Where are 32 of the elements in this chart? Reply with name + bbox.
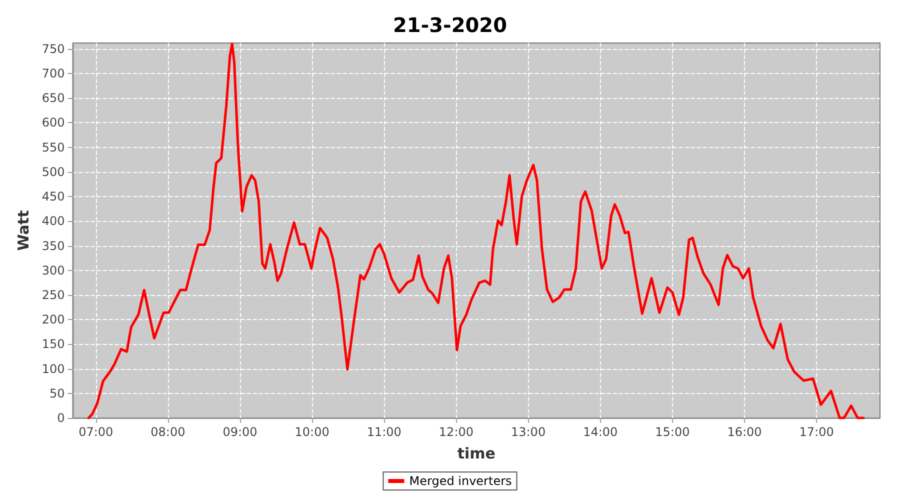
x-tick-label: 12:00: [438, 425, 474, 439]
x-tick-label: 08:00: [150, 425, 186, 439]
y-tick-label: 50: [50, 386, 65, 400]
y-tick-label: 350: [42, 238, 65, 253]
x-axis-title: time: [457, 444, 496, 462]
x-tick-label: 11:00: [366, 425, 402, 439]
y-tick-label: 750: [42, 42, 65, 56]
y-axis-title: Watt: [14, 210, 32, 251]
x-tick-label: 09:00: [222, 425, 258, 439]
x-tick-label: 14:00: [583, 425, 618, 439]
y-tick-label: 0: [57, 411, 65, 425]
y-tick-label: 250: [42, 288, 65, 302]
x-tick-label: 17:00: [799, 425, 834, 439]
x-tick-label: 15:00: [655, 425, 690, 439]
y-tick-label: 200: [42, 312, 65, 327]
y-tick-label: 100: [42, 362, 65, 376]
x-tick-label: 16:00: [727, 425, 762, 439]
y-tick-label: 450: [42, 190, 65, 204]
chart-title: 21-3-2020: [392, 13, 508, 37]
y-tick-label: 150: [42, 337, 65, 352]
line-series: [87, 42, 865, 420]
y-tick-label: 500: [42, 164, 65, 179]
y-tick-label: 700: [42, 66, 65, 81]
y-tick-label: 600: [42, 116, 65, 130]
y-tick-label: 550: [42, 140, 65, 154]
y-tick-label: 300: [42, 263, 65, 278]
legend-label: Merged inverters: [409, 474, 512, 488]
x-tick-label: 10:00: [294, 425, 330, 439]
x-tick-label: 07:00: [78, 425, 114, 439]
x-tick-label: 13:00: [510, 425, 546, 439]
y-tick-label: 400: [42, 214, 65, 228]
y-tick-label: 650: [42, 91, 65, 106]
